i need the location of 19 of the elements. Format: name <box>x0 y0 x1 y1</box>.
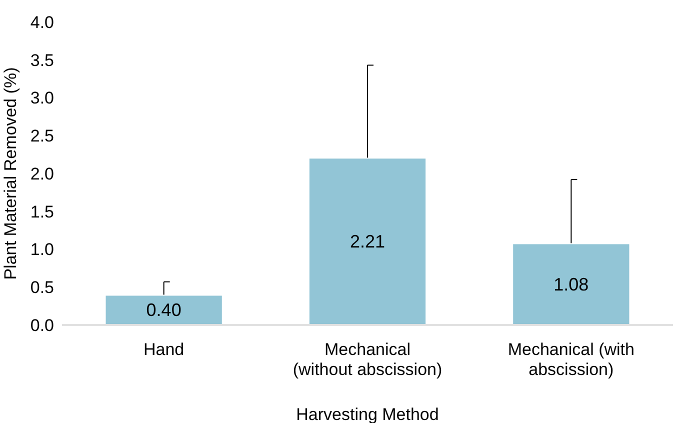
y-tick-label: 3.5 <box>30 50 54 70</box>
bar <box>307 156 428 326</box>
bar <box>104 294 224 326</box>
data-label: 2.21 <box>350 232 386 252</box>
bar <box>511 242 632 326</box>
y-tick-label: 3.0 <box>30 88 54 108</box>
x-tick-label: Mechanical (with abscission) <box>508 340 634 379</box>
y-tick-label: 0.5 <box>30 278 54 298</box>
x-tick-label: Hand <box>144 340 184 359</box>
x-tick-label: Mechanical (without abscission) <box>292 340 442 379</box>
data-label: 1.08 <box>554 274 589 294</box>
y-tick-label: 2.5 <box>30 126 54 146</box>
data-label: 0.40 <box>146 300 182 320</box>
y-tick-label: 4.0 <box>30 12 54 32</box>
y-axis-title: Plant Material Removed (%) <box>1 67 20 280</box>
y-tick-label: 0.0 <box>30 316 54 335</box>
y-tick-label: 2.0 <box>30 164 54 184</box>
y-tick-label: 1.5 <box>30 202 54 222</box>
y-tick-label: 1.0 <box>30 240 54 260</box>
